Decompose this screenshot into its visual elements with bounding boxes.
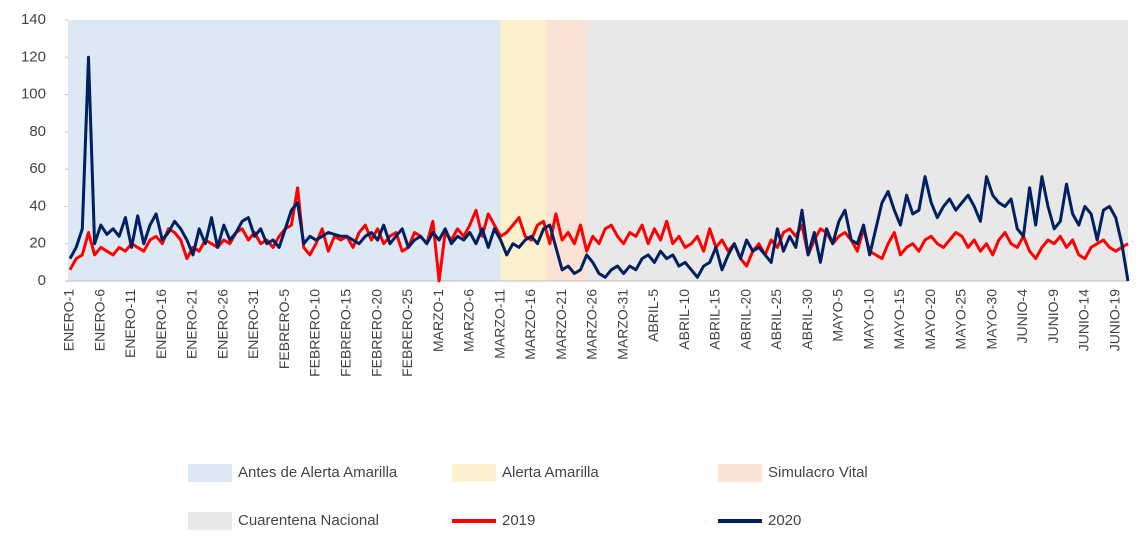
y-tick-label: 120: [21, 48, 46, 65]
series-line: [68, 55, 1130, 282]
x-tick-label: ABRIL-15: [707, 289, 723, 350]
y-tick-label: 0: [38, 272, 46, 289]
y-tick-label: 80: [29, 123, 46, 140]
y-tick-label: 40: [29, 197, 46, 214]
x-tick-label: ENERO-1: [61, 289, 77, 351]
x-tick-label: MAYO-25: [953, 289, 969, 350]
x-tick-label: ENERO-11: [122, 289, 138, 358]
legend-swatch: [718, 464, 762, 482]
x-tick-label: FEBRERO-15: [338, 289, 354, 377]
x-tick-label: MARZO-11: [491, 289, 507, 359]
y-tick-label: 20: [29, 235, 46, 252]
legend-label: 2019: [502, 512, 535, 529]
x-tick-label: FEBRERO-5: [276, 289, 292, 369]
y-tick-label: 100: [21, 86, 46, 103]
x-tick-label: ABRIL-20: [737, 289, 753, 350]
legend-swatch: [188, 464, 232, 482]
legend-label: Simulacro Vital: [768, 464, 868, 481]
legend-label: 2020: [768, 512, 801, 529]
y-tick-label: 140: [21, 11, 46, 28]
legend-label: Antes de Alerta Amarilla: [238, 464, 398, 481]
x-tick-label: JUNIO-9: [1045, 289, 1061, 344]
x-tick-label: ENERO-6: [91, 289, 107, 351]
y-tick-label: 60: [29, 160, 46, 177]
x-tick-label: MARZO-31: [614, 289, 630, 360]
legend-swatch: [188, 512, 232, 530]
legend-swatch: [452, 464, 496, 482]
x-tick-label: JUNIO-4: [1014, 289, 1030, 344]
x-tick-label: ENERO-26: [214, 289, 230, 359]
x-tick-label: MAYO-20: [922, 289, 938, 350]
x-tick-label: MAYO-10: [860, 289, 876, 350]
x-tick-label: MARZO-16: [522, 289, 538, 360]
x-tick-label: FEBRERO-10: [307, 289, 323, 377]
x-tick-label: ABRIL-30: [799, 289, 815, 350]
series-line: [68, 186, 1129, 283]
x-tick-label: ABRIL-25: [768, 289, 784, 350]
x-tick-label: MARZO-21: [553, 289, 569, 360]
x-tick-label: ABRIL-5: [645, 289, 661, 342]
x-tick-label: MAYO-5: [830, 289, 846, 342]
x-tick-label: MARZO-1: [430, 289, 446, 352]
x-tick-label: FEBRERO-25: [399, 289, 415, 377]
x-tick-label: MAYO-15: [891, 289, 907, 350]
x-tick-label: JUNIO-14: [1076, 289, 1092, 351]
x-tick-label: ABRIL-10: [676, 289, 692, 350]
x-tick-label: ENERO-21: [184, 289, 200, 359]
legend-label: Alerta Amarilla: [502, 464, 599, 481]
x-tick-label: FEBRERO-20: [368, 289, 384, 377]
x-tick-label: ENERO-31: [245, 289, 261, 359]
x-tick-label: MAYO-30: [983, 289, 999, 350]
x-tick-label: JUNIO-19: [1106, 289, 1122, 351]
x-tick-label: ENERO-16: [153, 289, 169, 359]
x-tick-label: MARZO-6: [461, 289, 477, 352]
x-tick-label: MARZO-26: [584, 289, 600, 360]
period-band: [546, 20, 587, 281]
legend-label: Cuarentena Nacional: [238, 512, 379, 529]
